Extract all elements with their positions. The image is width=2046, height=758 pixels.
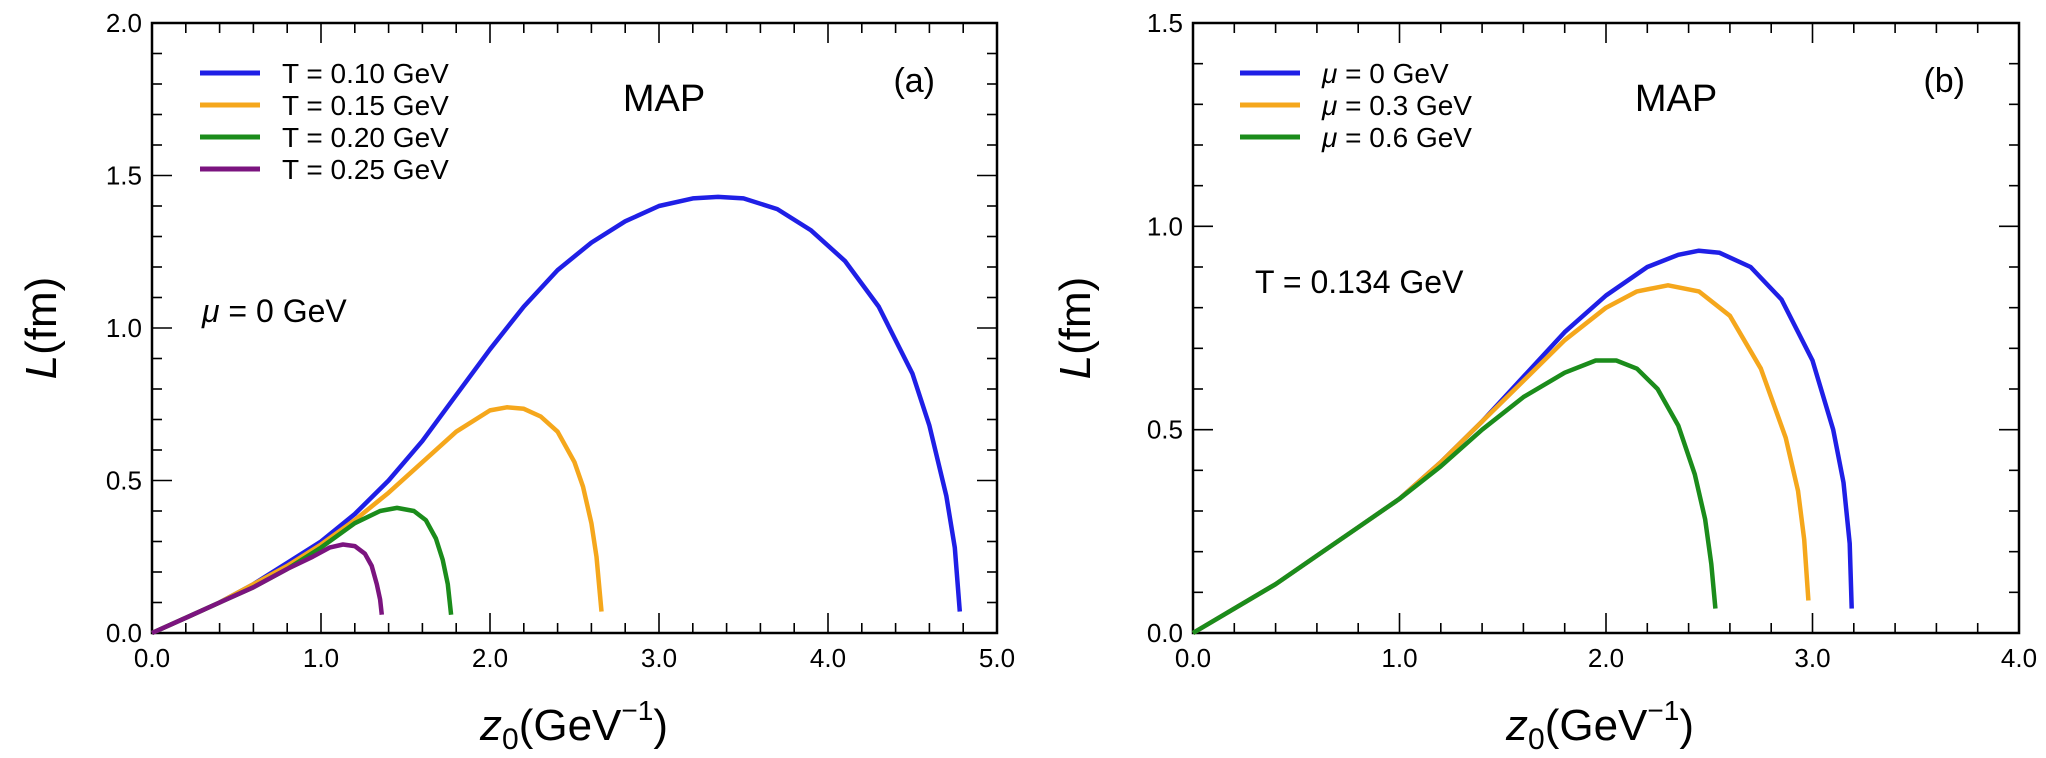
panel-b-legend-label: μ = 0 GeV [1321,58,1449,89]
panel-a-x-axis-superscript: −1 [621,695,653,726]
panel-a-legend-label: T = 0.25 GeV [282,154,449,185]
panel-b-model-label: MAP [1635,78,1717,120]
panel-b-legend-label: μ = 0.3 GeV [1321,90,1472,121]
panel-b-x-tick-label: 3.0 [1794,643,1830,673]
panel-b-y-tick-label: 1.5 [1147,8,1183,38]
panel-a-x-axis-subscript: 0 [502,723,519,756]
panel-b-x-axis-superscript: −1 [1647,695,1679,726]
panel-b-label: (b) [1923,62,1965,100]
panel-a-x-tick-label: 5.0 [979,643,1015,673]
panel-b-annotation: T = 0.134 GeV [1255,264,1464,300]
panel-a-annotation-text: = 0 GeV [220,293,348,329]
panel-a-ticks [151,22,998,634]
panel-a-curves [151,194,963,636]
panel-a-y-axis-unit: (fm) [17,277,66,355]
panel-a-x-tick-label: 4.0 [810,643,846,673]
panel-a-x-tick-label: 3.0 [641,643,677,673]
panel-a-annotation: μ = 0 GeV [201,293,347,329]
panel-b-y-axis-symbol: L [1051,355,1100,379]
panel-b-x-axis-subscript: 0 [1528,723,1545,756]
panel-a-x-axis-unit: (GeV [519,701,622,750]
panel-b-y-axis-label: L(fm) [1051,277,1100,380]
panel-a-y-axis-label: L(fm) [17,277,66,380]
panel-b-x-axis-close: ) [1679,701,1694,750]
panel-b-plot-frame [1191,21,2021,635]
panel-b-x-tick-label: 0.0 [1175,643,1211,673]
panel-a-series-line [151,405,604,636]
panel-b-y-tick-label: 0.5 [1147,415,1183,445]
panel-b-tick-labels: 0.0 1.0 2.0 3.0 4.0 0.0 0.5 1.0 1.5 [1147,8,2037,673]
panel-a-annotation-symbol: μ [201,293,220,329]
panel-b-x-axis-symbol: z [1505,701,1528,750]
panel-a-x-axis-symbol: z [479,701,502,750]
panel-b-x-axis-label: z0(GeV−1) [1505,695,1694,756]
panel-b-y-tick-label: 0.0 [1147,618,1183,648]
panel-b-legend-label: μ = 0.6 GeV [1321,122,1472,153]
panel-b-x-tick-label: 1.0 [1381,643,1417,673]
panel-a-series-line [151,194,963,636]
panel-b-x-tick-label: 4.0 [2001,643,2037,673]
panel-a: 0.0 1.0 2.0 3.0 4.0 5.0 0.0 0.5 1.0 1.5 2.0 T = 0.… [17,8,1015,756]
panel-a-y-tick-label: 1.5 [106,161,142,191]
panel-a-label: (a) [893,62,935,100]
panel-a-y-tick-label: 0.0 [106,618,142,648]
panel-b-ticks [1192,22,2020,634]
panel-b-series-line [1191,283,1811,635]
panel-a-x-tick-label: 2.0 [472,643,508,673]
panel-b-x-axis-unit: (GeV [1545,701,1648,750]
panel-a-x-tick-label: 0.0 [134,643,170,673]
panel-a-x-axis-label: z0(GeV−1) [479,695,668,756]
panel-a-y-axis-symbol: L [17,355,66,379]
panel-a-legend-label: T = 0.20 GeV [282,122,449,153]
panel-b-y-tick-label: 1.0 [1147,211,1183,241]
panel-a-x-axis-close: ) [653,701,668,750]
panel-a-y-tick-label: 1.0 [106,313,142,343]
panel-a-y-tick-label: 2.0 [106,8,142,38]
panel-a-x-tick-label: 1.0 [303,643,339,673]
panel-a-tick-labels: 0.0 1.0 2.0 3.0 4.0 5.0 0.0 0.5 1.0 1.5 2.0 [106,8,1015,673]
panel-a-model-label: MAP [623,78,705,120]
panel-b-curves [1191,248,1854,635]
panel-a-series-line [151,542,385,636]
panel-b-series-line [1191,358,1718,635]
panel-b-y-axis-unit: (fm) [1051,277,1100,355]
panel-b-annotation-text: T = 0.134 GeV [1255,264,1464,300]
panel-a-legend-label: T = 0.10 GeV [282,58,449,89]
panel-a-legend-label: T = 0.15 GeV [282,90,449,121]
panel-a-y-tick-label: 0.5 [106,466,142,496]
panel-b-x-tick-label: 2.0 [1588,643,1624,673]
